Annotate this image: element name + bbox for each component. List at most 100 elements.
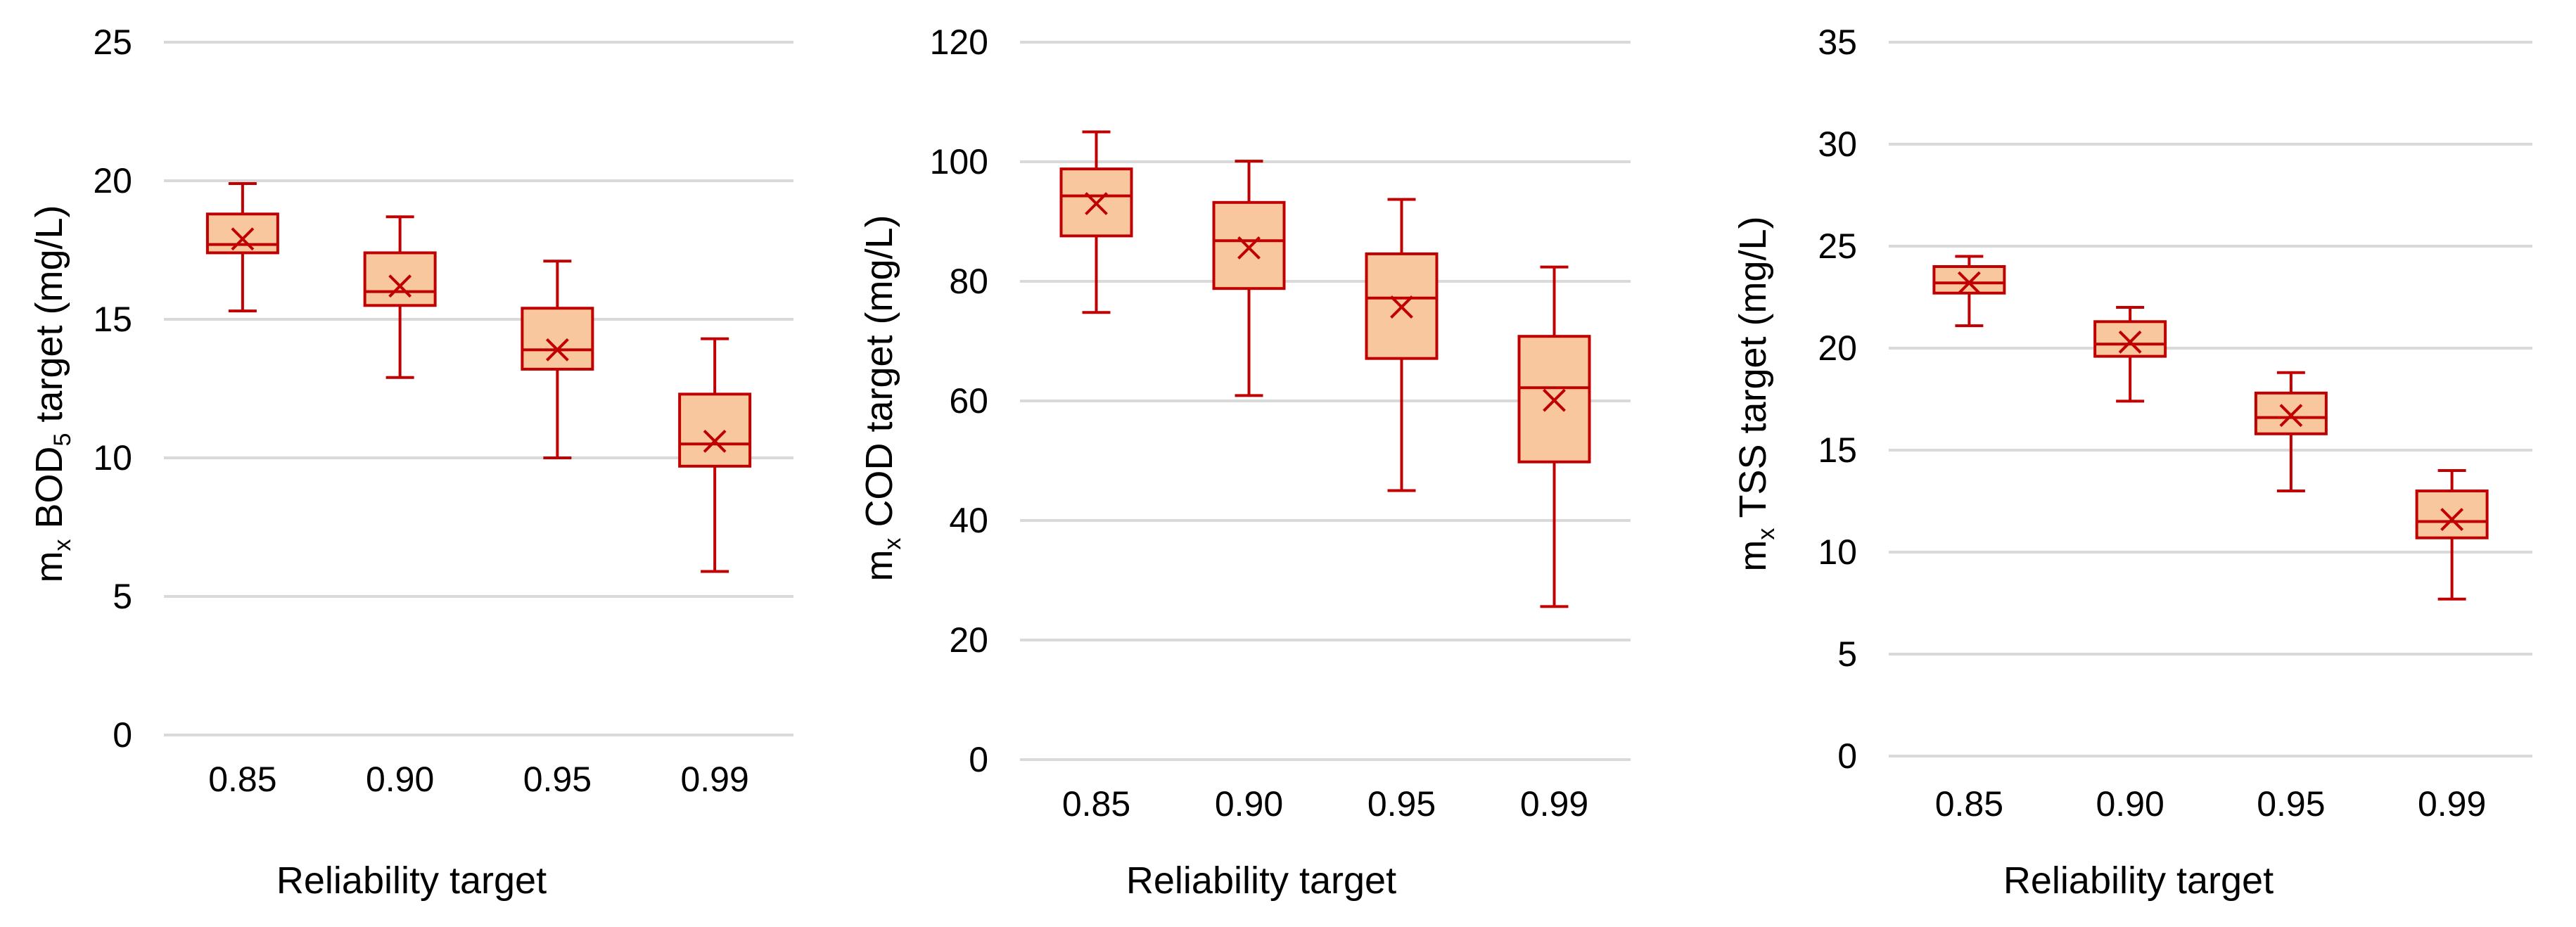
tss-y-tick-label: 20 — [1818, 328, 1857, 368]
cod-boxes — [1059, 130, 1591, 608]
bod5-boxes — [205, 181, 752, 573]
tss-box-0.95 — [2254, 371, 2328, 492]
bod5-x-tick-label: 0.90 — [366, 760, 434, 799]
mean-marker-stroke-b — [2118, 330, 2142, 354]
bod5-y-axis-title-tail: target (mg/L) — [28, 205, 70, 433]
tss-y-axis-title-m: m — [1732, 540, 1774, 572]
bod5-y-tick-labels: 0 5 10 15 20 25 — [93, 23, 132, 755]
tss-y-tick-label: 15 — [1818, 430, 1857, 470]
cod-y-tick-label: 20 — [949, 620, 988, 660]
iqr-box — [2254, 391, 2328, 435]
cod-y-tick-labels: 0 20 40 60 80 100 120 — [930, 23, 988, 779]
tss-box-0.90 — [2093, 306, 2167, 403]
mean-marker — [1085, 192, 1108, 215]
tss-boxes — [1932, 255, 2489, 601]
bod5-y-axis-title-bod: BOD — [28, 447, 70, 539]
mean-marker — [1390, 295, 1413, 319]
mean-marker-stroke-b — [545, 338, 569, 362]
tss-y-axis-title: mx TSS target (mg/L) — [1732, 216, 1780, 571]
iqr-box — [678, 392, 752, 468]
bod5-y-axis-title-sub-x: x — [49, 539, 76, 551]
bod5-y-tick-label: 0 — [113, 715, 132, 755]
mean-marker-stroke-b — [1085, 192, 1108, 215]
bod5-chart: 0 5 10 15 20 25 0.85 0.90 0.95 0.99 Reliability … — [28, 23, 793, 902]
bod5-x-tick-labels: 0.85 0.90 0.95 0.99 — [208, 760, 749, 799]
bod5-y-axis-title: mx BOD5 target (mg/L) — [28, 205, 76, 582]
tss-y-tick-label: 30 — [1818, 124, 1857, 164]
tss-y-tick-label: 0 — [1837, 736, 1857, 776]
bod5-x-axis-title: Reliability target — [276, 859, 547, 902]
mean-marker-stroke-b — [1957, 271, 1981, 295]
bod5-y-tick-label: 20 — [93, 161, 132, 200]
cod-box-0.99 — [1517, 265, 1591, 608]
cod-x-tick-label: 0.95 — [1367, 784, 1436, 824]
tss-y-tick-label: 25 — [1818, 226, 1857, 266]
tss-y-tick-label: 35 — [1818, 23, 1857, 62]
tss-box-0.85 — [1932, 255, 2006, 328]
tss-x-tick-labels: 0.85 0.90 0.95 0.99 — [1935, 784, 2487, 824]
mean-marker-stroke-b — [1543, 388, 1566, 412]
tss-x-tick-label: 0.85 — [1935, 784, 2003, 824]
mean-marker-stroke-b — [1237, 236, 1261, 260]
tss-y-axis-title-sub-x: x — [1753, 528, 1780, 540]
mean-marker — [2118, 330, 2142, 354]
iqr-box — [363, 251, 437, 307]
cod-y-tick-label: 60 — [949, 381, 988, 421]
bod5-x-tick-label: 0.99 — [680, 760, 748, 799]
tss-box-0.99 — [2415, 469, 2489, 601]
bod5-gridlines — [164, 41, 793, 736]
iqr-box — [521, 307, 594, 371]
mean-marker-stroke-b — [703, 429, 727, 453]
bod5-box-0.95 — [521, 260, 594, 459]
mean-marker — [703, 429, 727, 453]
bod5-y-tick-label: 10 — [93, 438, 132, 478]
iqr-box — [1212, 200, 1286, 290]
bod5-y-axis-title-m: m — [28, 551, 70, 583]
tss-x-tick-label: 0.95 — [2257, 784, 2325, 824]
bod5-y-tick-label: 5 — [113, 577, 132, 616]
mean-marker — [231, 227, 255, 251]
mean-marker — [1237, 236, 1261, 260]
cod-y-axis-title-tail: COD target (mg/L) — [858, 215, 900, 537]
mean-marker — [2279, 404, 2303, 428]
mean-marker — [2440, 508, 2464, 532]
cod-x-tick-label: 0.85 — [1062, 784, 1130, 824]
bod5-y-tick-label: 25 — [93, 23, 132, 62]
mean-marker-stroke-b — [231, 227, 255, 251]
tss-y-tick-labels: 0 5 10 15 20 25 30 35 — [1818, 23, 1857, 776]
mean-marker — [388, 274, 412, 298]
iqr-box — [2093, 320, 2167, 358]
bod5-x-tick-label: 0.85 — [208, 760, 276, 799]
cod-box-0.85 — [1059, 130, 1133, 314]
mean-marker — [1543, 388, 1566, 412]
bod5-box-0.99 — [678, 337, 752, 573]
cod-y-axis-title-sub-x: x — [879, 538, 906, 550]
bod5-y-tick-label: 15 — [93, 300, 132, 339]
tss-y-tick-label: 10 — [1818, 532, 1857, 572]
cod-y-axis-title-m: m — [858, 550, 900, 582]
tss-x-tick-label: 0.99 — [2418, 784, 2486, 824]
cod-y-tick-label: 120 — [930, 23, 988, 62]
cod-y-tick-label: 40 — [949, 501, 988, 540]
bod5-box-0.85 — [205, 181, 279, 313]
tss-chart: 0 5 10 15 20 25 30 35 0.85 0.90 0.95 0.99 Reliabil… — [1732, 23, 2532, 902]
tss-x-tick-label: 0.90 — [2096, 784, 2164, 824]
iqr-box — [1932, 265, 2006, 295]
iqr-box — [205, 212, 279, 255]
bod5-box-0.90 — [363, 215, 437, 379]
cod-y-axis-title: mx COD target (mg/L) — [858, 215, 906, 581]
mean-marker-stroke-b — [1390, 295, 1413, 319]
cod-y-tick-label: 0 — [969, 740, 988, 779]
cod-x-tick-labels: 0.85 0.90 0.95 0.99 — [1062, 784, 1588, 824]
tss-y-tick-label: 5 — [1837, 634, 1857, 674]
bod5-y-axis-title-sub-5: 5 — [49, 433, 76, 447]
cod-x-tick-label: 0.99 — [1520, 784, 1588, 824]
cod-box-0.95 — [1365, 198, 1439, 492]
mean-marker-stroke-b — [388, 274, 412, 298]
cod-chart: 0 20 40 60 80 100 120 0.85 0.90 0.95 0.99 Reliabi… — [858, 23, 1631, 902]
mean-marker — [1957, 271, 1981, 295]
cod-x-tick-label: 0.90 — [1215, 784, 1283, 824]
bod5-x-tick-label: 0.95 — [523, 760, 592, 799]
cod-y-tick-label: 100 — [930, 142, 988, 181]
